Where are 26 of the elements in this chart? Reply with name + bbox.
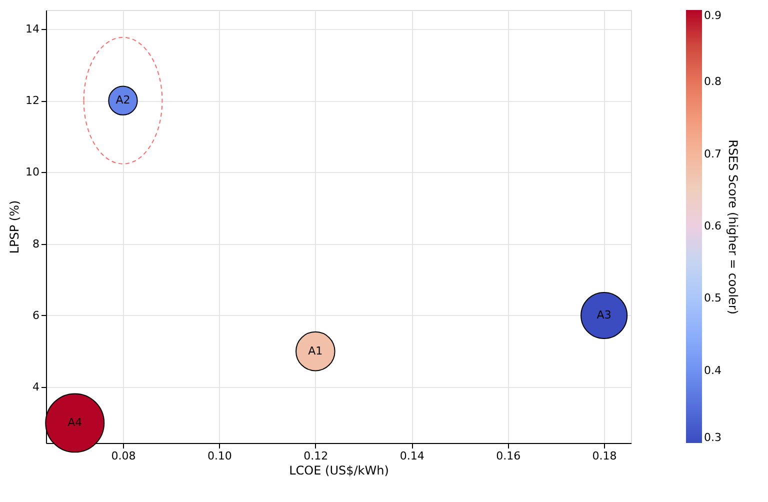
- x-tick-label: 0.14: [400, 450, 424, 462]
- y-tick-label: 8: [32, 237, 40, 250]
- color-bar-label: 0.8: [704, 75, 722, 88]
- color-bar-label: 0.7: [704, 147, 722, 160]
- color-bar-label: 0.5: [704, 292, 722, 305]
- x-tick-label: 0.12: [304, 450, 328, 462]
- color-bar-label: 0.9: [704, 9, 722, 22]
- y-tick-label: 6: [32, 309, 40, 322]
- x-tick-label: 0.18: [592, 450, 617, 462]
- data-label: A3: [596, 308, 612, 322]
- y-tick-label: 12: [26, 94, 40, 108]
- x-axis-title: LCOE (US$/kWh): [289, 464, 389, 478]
- y-tick-label: 4: [32, 380, 40, 394]
- color-bar-title: RSES Score (higher = cooler): [726, 140, 740, 314]
- color-bar-label: 0.3: [704, 431, 722, 444]
- y-tick-label: 10: [26, 166, 40, 179]
- data-label: A1: [308, 344, 323, 358]
- color-bar-label: 0.4: [704, 364, 722, 377]
- color-bar-label: 0.6: [704, 220, 722, 232]
- data-label: A2: [116, 94, 130, 107]
- data-label: A4: [68, 416, 82, 429]
- x-tick-label: 0.16: [496, 450, 521, 462]
- x-tick-label: 0.08: [111, 450, 136, 462]
- y-axis-title: LPSP (%): [8, 200, 22, 254]
- y-tick-label: 14: [26, 22, 40, 36]
- x-tick-label: 0.10: [207, 450, 232, 462]
